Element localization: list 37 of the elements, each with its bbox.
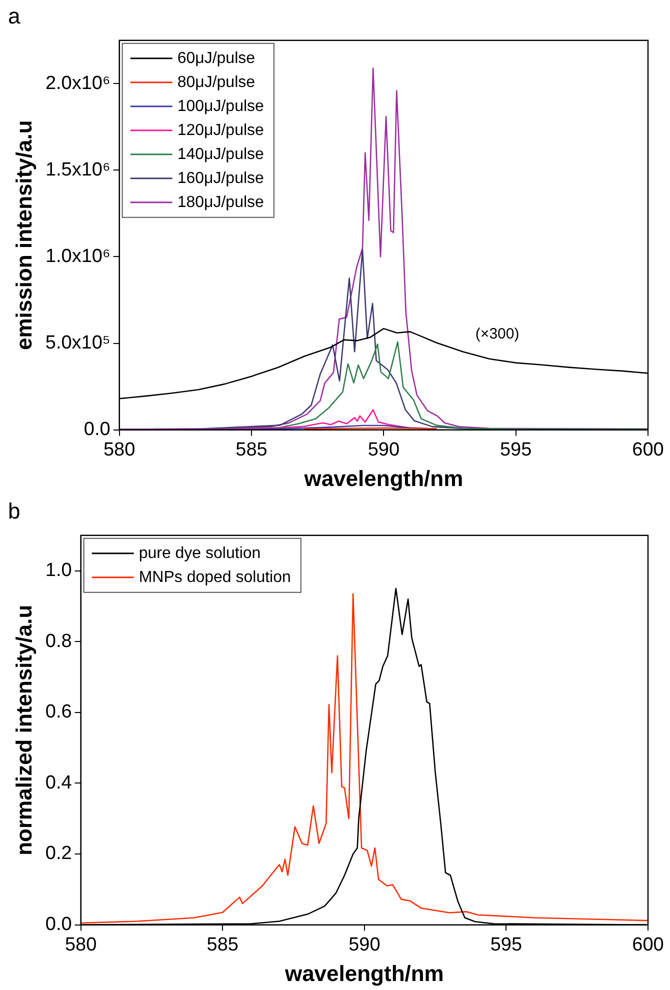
x-tick-label: 595 bbox=[490, 934, 522, 956]
y-tick-label: 0.2 bbox=[45, 843, 72, 864]
x-tick-label: 600 bbox=[632, 439, 664, 460]
x-tick-label: 585 bbox=[236, 439, 268, 460]
chart-title: a bbox=[8, 3, 21, 28]
legend-label: MNPs doped solution bbox=[138, 568, 291, 586]
y-tick-label: 0.8 bbox=[45, 630, 72, 652]
y-tick-label: 1.0x10⁶ bbox=[45, 246, 110, 267]
legend-label: 160μJ/pulse bbox=[177, 170, 264, 187]
x-tick-label: 590 bbox=[368, 439, 400, 460]
y-axis-title: emission intensity/a.u bbox=[11, 120, 36, 350]
legend-label: 100μJ/pulse bbox=[177, 98, 264, 115]
y-tick-label: 1.0 bbox=[45, 560, 72, 582]
x-tick-label: 580 bbox=[64, 934, 97, 956]
x-axis-title: wavelength/nm bbox=[284, 960, 444, 986]
annotation: (×300) bbox=[475, 326, 520, 343]
y-tick-label: 5.0x10⁵ bbox=[45, 332, 110, 354]
x-tick-label: 590 bbox=[348, 934, 380, 956]
x-tick-label: 585 bbox=[206, 934, 238, 956]
x-tick-label: 600 bbox=[632, 934, 664, 956]
legend-label: pure dye solution bbox=[138, 544, 261, 562]
y-tick-label: 0.0 bbox=[45, 914, 72, 936]
x-tick-label: 580 bbox=[103, 439, 136, 460]
y-tick-label: 0.4 bbox=[45, 772, 72, 794]
x-tick-label: 595 bbox=[500, 439, 532, 460]
legend-label: 180μJ/pulse bbox=[177, 194, 264, 211]
legend-label: 60μJ/pulse bbox=[177, 50, 256, 67]
y-tick-label: 0.0 bbox=[84, 419, 110, 440]
chart-title: b bbox=[8, 498, 20, 524]
y-tick-label: 1.5x10⁶ bbox=[45, 159, 110, 180]
legend-label: 120μJ/pulse bbox=[177, 122, 264, 139]
y-tick-label: 2.0x10⁶ bbox=[45, 72, 110, 94]
y-tick-label: 0.6 bbox=[45, 702, 72, 723]
legend-label: 80μJ/pulse bbox=[177, 74, 256, 91]
y-axis-title: normalized intensity/a.u bbox=[11, 604, 36, 856]
x-axis-title: wavelength/nm bbox=[303, 466, 464, 491]
legend-label: 140μJ/pulse bbox=[177, 146, 264, 163]
